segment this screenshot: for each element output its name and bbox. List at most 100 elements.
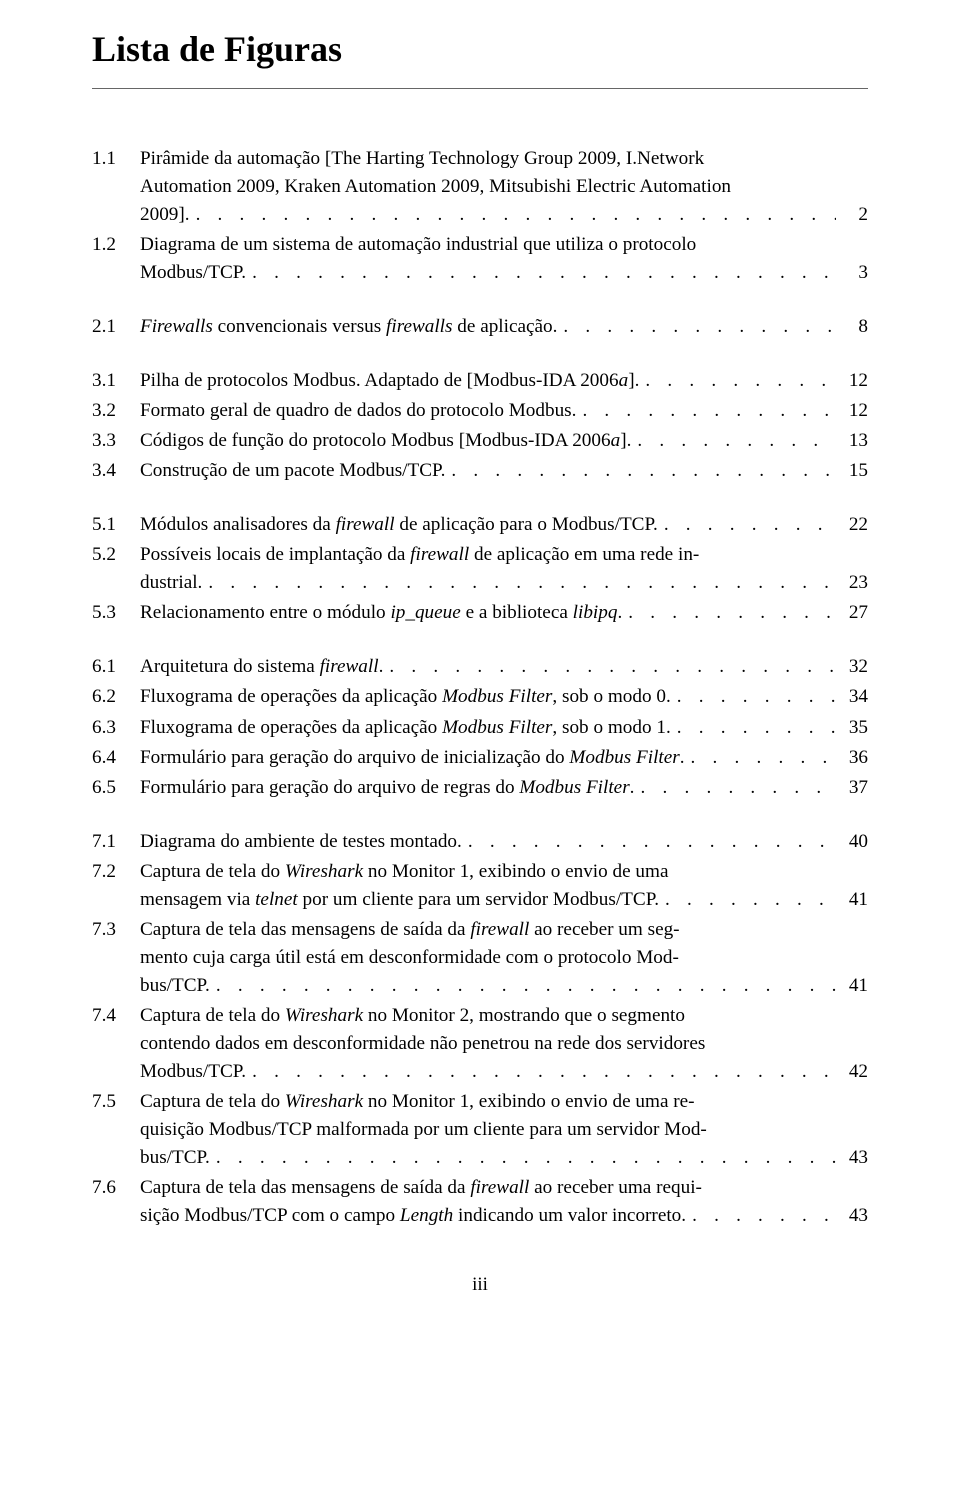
entry-last-line: Modbus/TCP.42 xyxy=(140,1058,868,1086)
entry-last-text: Diagrama do ambiente de testes montado. xyxy=(140,828,462,856)
page-container: Lista de Figuras 1.1Pirâmide da automaçã… xyxy=(0,0,960,1336)
toc-group: 1.1Pirâmide da automação [The Harting Te… xyxy=(92,145,868,287)
entry-last-text: Fluxograma de operações da aplicação Mod… xyxy=(140,683,671,711)
entry-number: 7.6 xyxy=(92,1174,140,1202)
entry-text: Formulário para geração do arquivo de re… xyxy=(140,774,868,802)
entry-last-line: Códigos de função do protocolo Modbus [M… xyxy=(140,427,868,455)
dot-leader xyxy=(671,714,836,742)
entry-page: 22 xyxy=(836,511,868,539)
entry-text: Captura de tela das mensagens de saída d… xyxy=(140,916,868,1000)
entry-page: 42 xyxy=(836,1058,868,1086)
entry-number: 6.3 xyxy=(92,714,140,742)
entry-last-line: Modbus/TCP.3 xyxy=(140,259,868,287)
page-number: iii xyxy=(92,1274,868,1296)
entry-page: 27 xyxy=(836,599,868,627)
toc-entry: 3.3Códigos de função do protocolo Modbus… xyxy=(92,427,868,455)
dot-leader xyxy=(671,683,836,711)
dot-leader xyxy=(639,367,836,395)
dot-leader xyxy=(383,653,836,681)
dot-leader xyxy=(557,313,836,341)
dot-leader xyxy=(685,744,836,772)
entry-text: Arquitetura do sistema firewall.32 xyxy=(140,653,868,681)
entry-number: 7.4 xyxy=(92,1002,140,1030)
entry-last-line: Arquitetura do sistema firewall.32 xyxy=(140,653,868,681)
entry-number: 2.1 xyxy=(92,313,140,341)
entry-page: 35 xyxy=(836,714,868,742)
entry-page: 12 xyxy=(836,367,868,395)
toc-entry: 6.1Arquitetura do sistema firewall.32 xyxy=(92,653,868,681)
entry-last-line: Formulário para geração do arquivo de in… xyxy=(140,744,868,772)
entry-line: Automation 2009, Kraken Automation 2009,… xyxy=(140,173,868,201)
dot-leader xyxy=(202,569,836,597)
toc-group: 7.1Diagrama do ambiente de testes montad… xyxy=(92,828,868,1230)
toc-group: 5.1Módulos analisadores da firewall de a… xyxy=(92,511,868,627)
entry-last-text: Firewalls convencionais versus firewalls… xyxy=(140,313,557,341)
entry-last-text: Modbus/TCP. xyxy=(140,259,246,287)
entry-line: Diagrama de um sistema de automação indu… xyxy=(140,231,868,259)
entry-number: 5.1 xyxy=(92,511,140,539)
entry-number: 7.1 xyxy=(92,828,140,856)
entry-last-line: Diagrama do ambiente de testes montado.4… xyxy=(140,828,868,856)
entry-last-text: Fluxograma de operações da aplicação Mod… xyxy=(140,714,671,742)
toc-entry: 1.2Diagrama de um sistema de automação i… xyxy=(92,231,868,287)
toc-entry: 6.2Fluxograma de operações da aplicação … xyxy=(92,683,868,711)
toc-entry: 3.4Construção de um pacote Modbus/TCP.15 xyxy=(92,457,868,485)
toc-entry: 2.1Firewalls convencionais versus firewa… xyxy=(92,313,868,341)
entry-last-line: bus/TCP. 43 xyxy=(140,1144,868,1172)
entry-text: Códigos de função do protocolo Modbus [M… xyxy=(140,427,868,455)
dot-leader xyxy=(659,886,836,914)
page-title: Lista de Figuras xyxy=(92,28,868,70)
entry-number: 3.3 xyxy=(92,427,140,455)
entry-page: 34 xyxy=(836,683,868,711)
entry-line: Captura de tela do Wireshark no Monitor … xyxy=(140,1002,868,1030)
toc-entry: 3.1Pilha de protocolos Modbus. Adaptado … xyxy=(92,367,868,395)
entry-text: Módulos analisadores da firewall de apli… xyxy=(140,511,868,539)
entry-page: 23 xyxy=(836,569,868,597)
dot-leader xyxy=(246,259,836,287)
entry-last-line: dustrial. 23 xyxy=(140,569,868,597)
dot-leader xyxy=(622,599,836,627)
entry-text: Captura de tela do Wireshark no Monitor … xyxy=(140,1002,868,1086)
entry-page: 12 xyxy=(836,397,868,425)
entry-line: Possíveis locais de implantação da firew… xyxy=(140,541,868,569)
toc-entry: 7.5Captura de tela do Wireshark no Monit… xyxy=(92,1088,868,1172)
entry-last-text: dustrial. xyxy=(140,569,202,597)
entry-number: 6.2 xyxy=(92,683,140,711)
entry-page: 41 xyxy=(836,972,868,1000)
entry-number: 7.3 xyxy=(92,916,140,944)
entry-text: Construção de um pacote Modbus/TCP.15 xyxy=(140,457,868,485)
entry-page: 43 xyxy=(836,1144,868,1172)
entry-line: Captura de tela do Wireshark no Monitor … xyxy=(140,1088,868,1116)
entry-text: Diagrama de um sistema de automação indu… xyxy=(140,231,868,287)
entry-line: Pirâmide da automação [The Harting Techn… xyxy=(140,145,868,173)
entry-page: 37 xyxy=(836,774,868,802)
entry-line: mento cuja carga útil está em desconform… xyxy=(140,944,868,972)
toc-group: 6.1Arquitetura do sistema firewall.326.2… xyxy=(92,653,868,801)
entry-last-line: sição Modbus/TCP com o campo Length indi… xyxy=(140,1202,868,1230)
entry-text: Pirâmide da automação [The Harting Techn… xyxy=(140,145,868,229)
entry-page: 32 xyxy=(836,653,868,681)
entry-page: 13 xyxy=(836,427,868,455)
entry-last-text: mensagem via telnet por um cliente para … xyxy=(140,886,659,914)
entry-page: 8 xyxy=(836,313,868,341)
entry-last-line: Formulário para geração do arquivo de re… xyxy=(140,774,868,802)
toc-entry: 3.2Formato geral de quadro de dados do p… xyxy=(92,397,868,425)
entry-last-line: Firewalls convencionais versus firewalls… xyxy=(140,313,868,341)
entry-last-text: Pilha de protocolos Modbus. Adaptado de … xyxy=(140,367,639,395)
entry-last-text: Formulário para geração do arquivo de in… xyxy=(140,744,685,772)
entry-text: Firewalls convencionais versus firewalls… xyxy=(140,313,868,341)
entry-number: 1.1 xyxy=(92,145,140,173)
entry-last-text: bus/TCP. xyxy=(140,1144,210,1172)
entry-number: 7.2 xyxy=(92,858,140,886)
entry-text: Captura de tela do Wireshark no Monitor … xyxy=(140,1088,868,1172)
title-rule xyxy=(92,88,868,89)
dot-leader xyxy=(462,828,836,856)
entry-text: Pilha de protocolos Modbus. Adaptado de … xyxy=(140,367,868,395)
entry-line: contendo dados em desconformidade não pe… xyxy=(140,1030,868,1058)
entry-text: Captura de tela das mensagens de saída d… xyxy=(140,1174,868,1230)
entry-text: Formato geral de quadro de dados do prot… xyxy=(140,397,868,425)
dot-leader xyxy=(686,1202,836,1230)
entry-page: 15 xyxy=(836,457,868,485)
toc-entry: 7.1Diagrama do ambiente de testes montad… xyxy=(92,828,868,856)
entry-last-line: Relacionamento entre o módulo ip_queue e… xyxy=(140,599,868,627)
